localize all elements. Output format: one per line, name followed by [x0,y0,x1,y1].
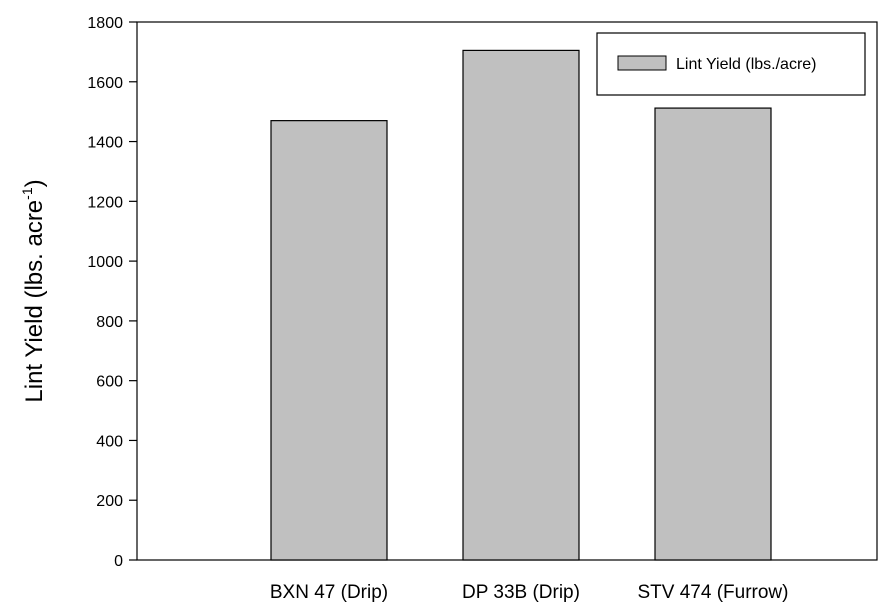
legend-label: Lint Yield (lbs./acre) [676,56,817,73]
y-tick-label: 200 [96,493,123,510]
y-tick-label: 1000 [87,254,123,271]
y-tick-label: 1600 [87,75,123,92]
bar-1 [270,120,388,561]
x-category-label: DP 33B (Drip) [462,582,580,603]
legend-swatch [617,55,667,71]
y-axis-ticks: 0 200 400 600 800 1000 1200 1400 1600 1800 [87,15,137,570]
y-tick-label: 1200 [87,194,123,211]
bar-2 [462,49,580,561]
bars-group [270,49,772,561]
bar-3 [654,107,772,561]
y-axis-title-suffix: ) [21,179,48,187]
x-category-label: BXN 47 (Drip) [270,582,388,603]
y-tick-label: 0 [114,553,123,570]
y-tick-label: 1400 [87,135,123,152]
y-tick-label: 800 [96,314,123,331]
legend: Lint Yield (lbs./acre) [596,32,866,96]
y-tick-label: 400 [96,433,123,450]
y-axis-title: Lint Yield (lbs. acre-1) [19,179,48,402]
x-category-label: STV 474 (Furrow) [638,582,789,603]
x-axis-labels: BXN 47 (Drip) DP 33B (Drip) STV 474 (Furro… [270,582,789,603]
y-axis-title-superscript: -1 [19,187,35,200]
y-tick-label: 1800 [87,15,123,32]
y-tick-label: 600 [96,374,123,391]
y-axis-title-main: Lint Yield (lbs. acre [21,200,48,403]
